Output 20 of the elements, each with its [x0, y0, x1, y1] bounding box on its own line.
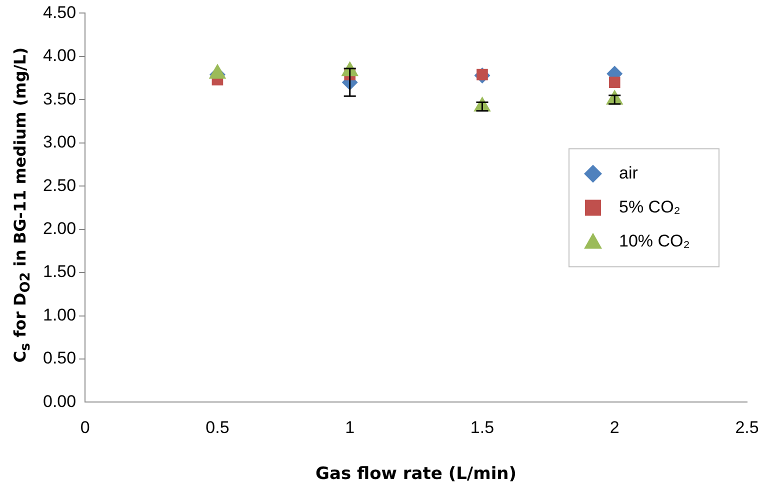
y-tick-label: 0.50: [42, 348, 76, 368]
x-tick-label: 1: [345, 418, 355, 438]
y-tick-label: 4.00: [42, 46, 76, 66]
x-tick-label: 1.5: [470, 418, 494, 438]
x-tick-label: 2: [610, 418, 620, 438]
y-tick-label: 3.00: [42, 132, 76, 152]
legend-label: 5% CO₂: [619, 197, 680, 216]
x-tick-label: 2.5: [735, 418, 759, 438]
y-tick-label: 3.50: [42, 89, 76, 108]
x-tick-label: 0: [80, 418, 90, 438]
legend-label: 10% CO₂: [619, 231, 690, 250]
x-tick-label: 0.5: [206, 418, 230, 438]
y-tick-label: 2.50: [42, 176, 76, 195]
y-tick-label: 1.00: [42, 305, 76, 324]
y-tick-label: 2.00: [42, 219, 76, 238]
y-tick-label: 1.50: [42, 262, 76, 282]
y-tick-label: 0.00: [42, 392, 76, 411]
legend-label: air: [619, 163, 638, 182]
x-axis-title: Gas flow rate (L/min): [316, 464, 517, 484]
y-tick-label: 4.50: [42, 2, 76, 22]
